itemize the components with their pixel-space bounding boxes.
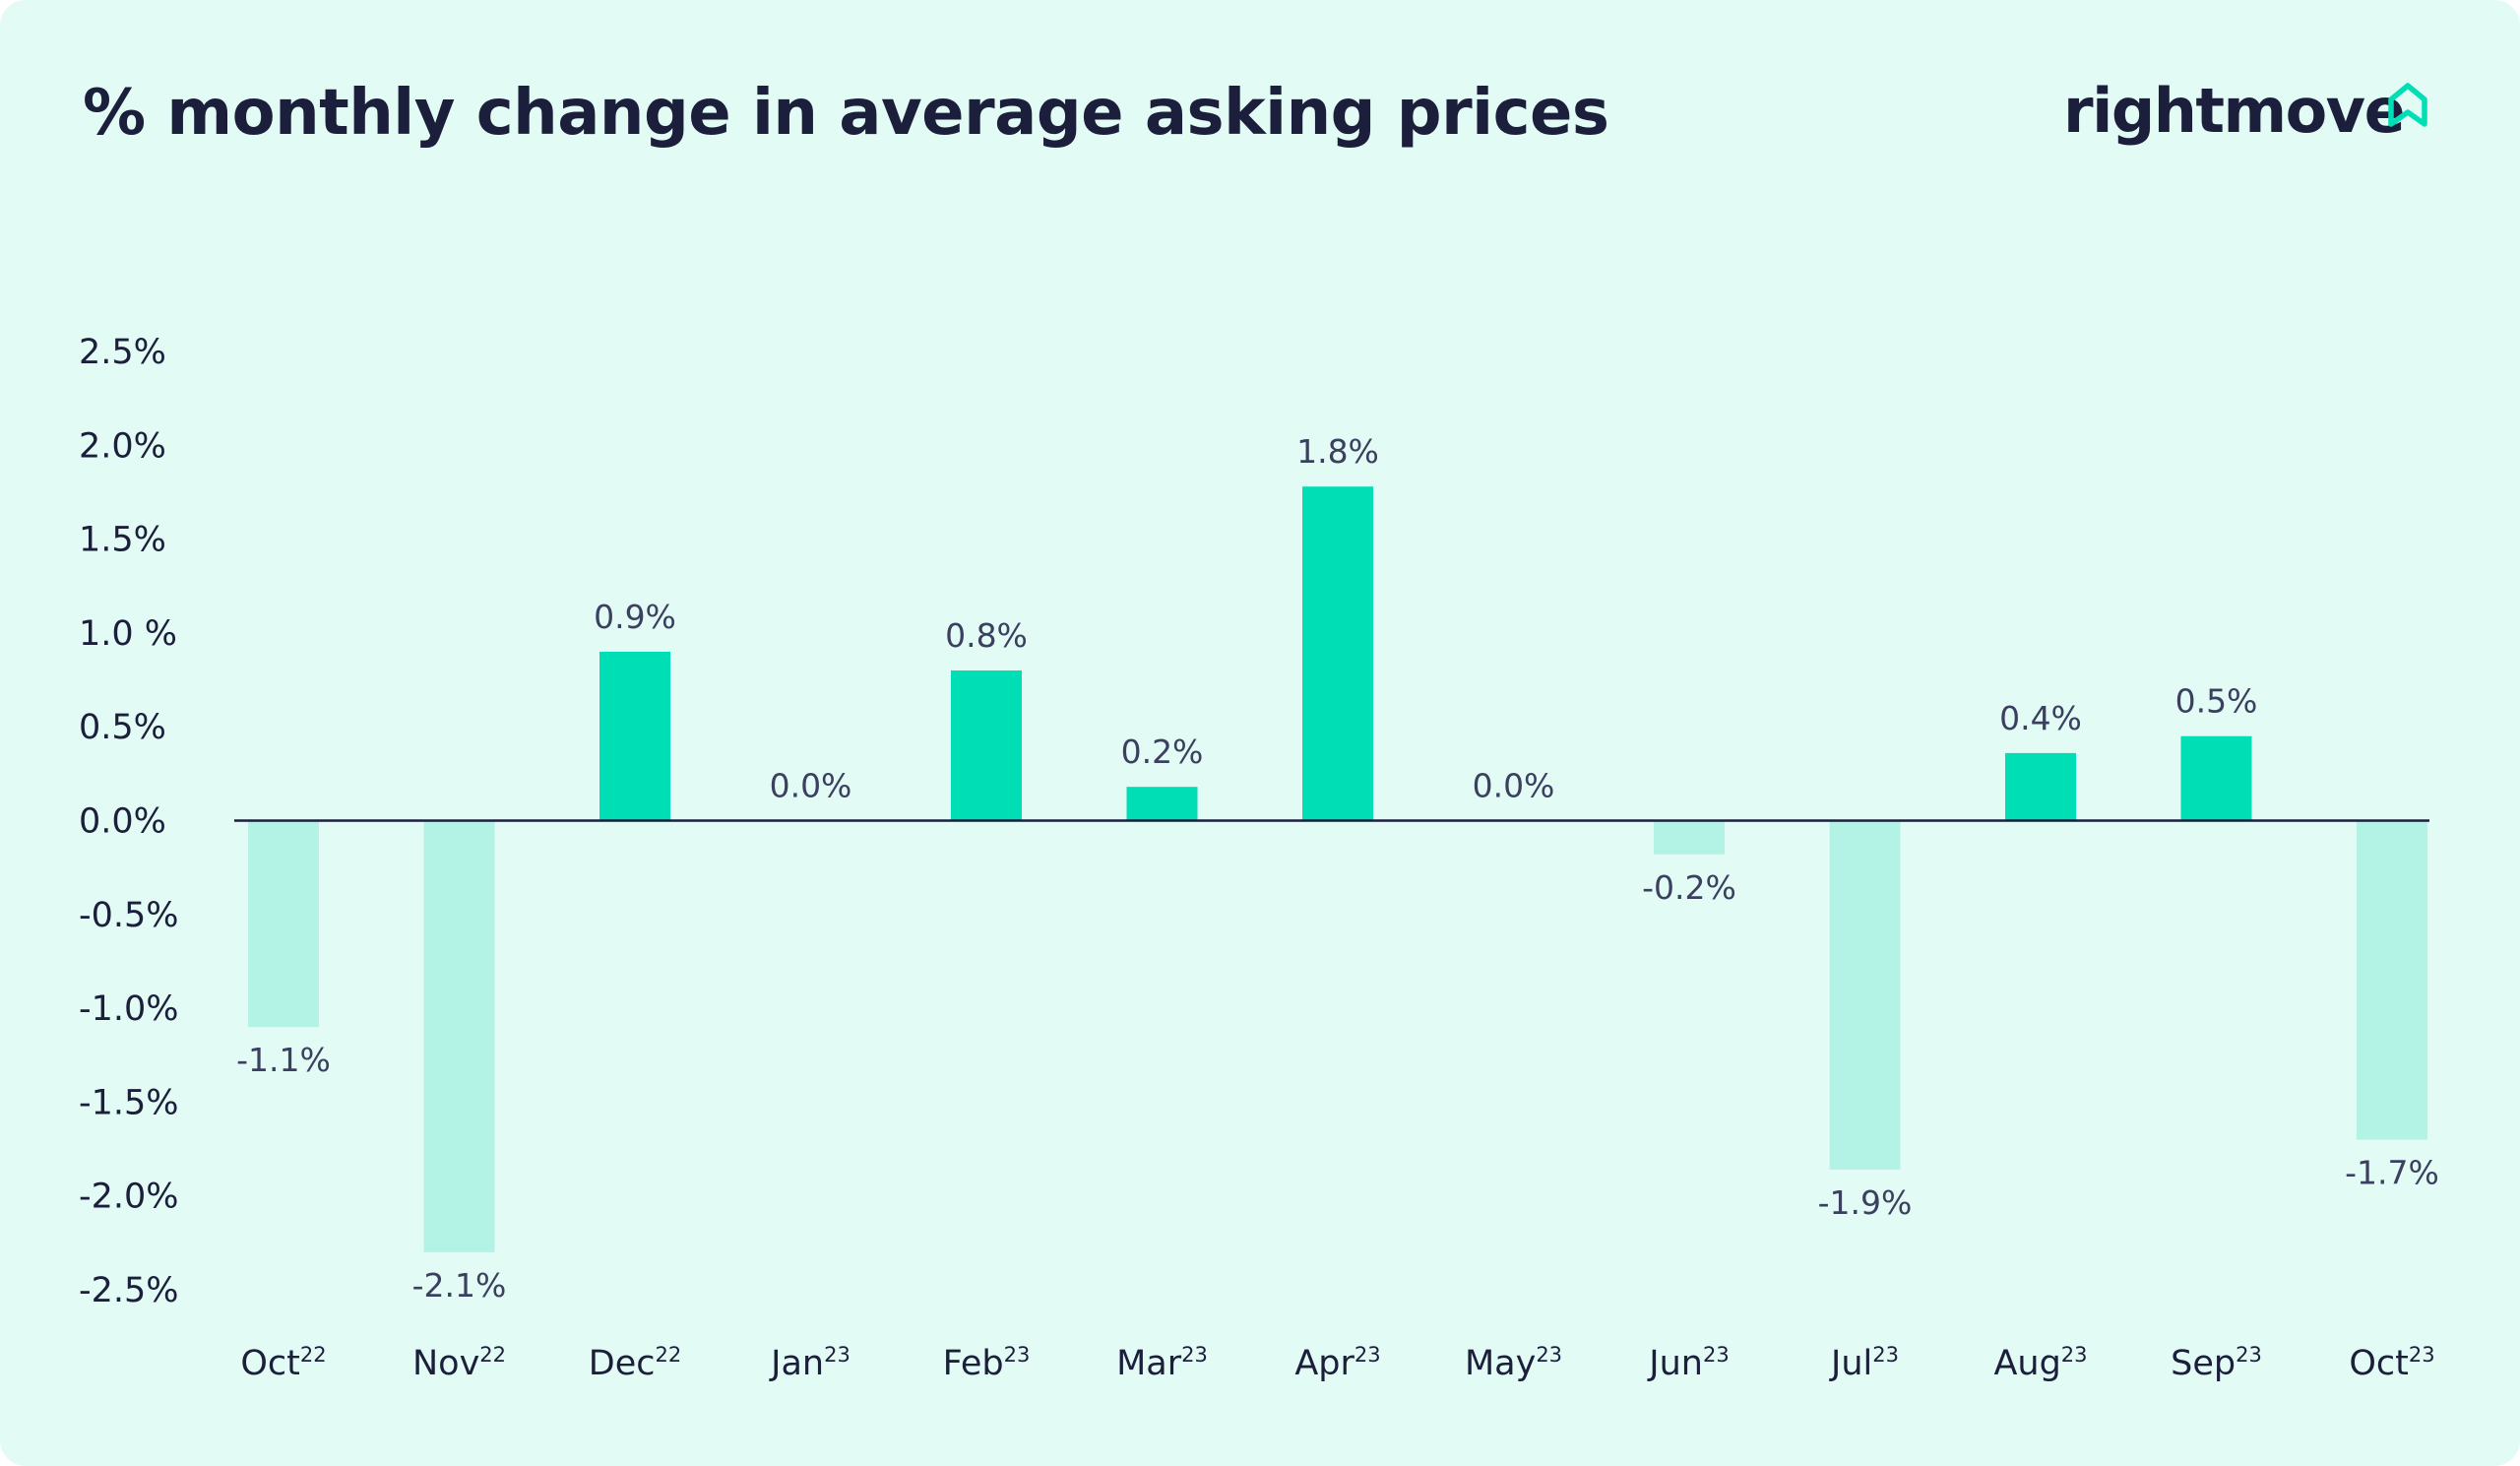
x-tick-label: Oct23	[2349, 1343, 2434, 1383]
bar-value-label: -1.7%	[2345, 1154, 2439, 1192]
bar-value-label: -1.9%	[1818, 1183, 1913, 1222]
y-tick-label: 1.0 %	[79, 614, 177, 654]
x-tick-label: Apr23	[1294, 1343, 1380, 1383]
y-tick-label: -1.5%	[79, 1083, 179, 1122]
bar	[1302, 486, 1373, 821]
house-outline-icon	[2388, 83, 2427, 127]
bar	[423, 820, 495, 1252]
x-tick-label: May23	[1465, 1343, 1562, 1383]
bar	[248, 820, 319, 1028]
bar-value-label: 0.8%	[945, 616, 1028, 655]
y-tick-label: -2.0%	[79, 1178, 179, 1217]
y-tick-label: 1.5%	[79, 521, 166, 560]
y-axis: 2.5% 2.0% 1.5% 1.0 % 0.5% 0.0% -0.5% -1.0% -1.5%…	[79, 333, 179, 1310]
bar	[1654, 820, 1725, 855]
x-tick-label: Jan23	[769, 1343, 850, 1383]
bar-value-label: 0.0%	[770, 767, 852, 805]
y-tick-label: 2.5%	[79, 333, 166, 372]
bar-value-label: 0.4%	[1999, 699, 2082, 737]
value-labels: -1.1% -2.1% 0.9% 0.0% 0.8% 0.2% 1.8% 0.0% -0.2% -…	[236, 432, 2439, 1305]
x-axis: Oct22 Nov22 Dec22 Jan23 Feb23 Mar23 Apr23 May23…	[240, 1343, 2434, 1383]
bar-value-label: 0.2%	[1121, 733, 1204, 771]
chart-title: % monthly change in average asking price…	[83, 77, 1609, 150]
bar	[2005, 752, 2076, 821]
x-tick-label: Oct22	[240, 1343, 326, 1383]
x-tick-label: Mar23	[1116, 1343, 1208, 1383]
x-tick-label: Nov22	[412, 1343, 506, 1383]
x-tick-label: Aug23	[1993, 1343, 2087, 1383]
bar	[1126, 787, 1198, 821]
bar-value-label: -2.1%	[412, 1266, 507, 1305]
bar-value-label: 1.8%	[1296, 432, 1379, 471]
brand-name: rightmove	[2063, 75, 2406, 147]
bar	[951, 670, 1022, 821]
bar	[1829, 820, 1901, 1171]
x-tick-label: Dec22	[589, 1343, 681, 1383]
brand-logo: rightmove	[2063, 75, 2437, 163]
y-tick-label: -0.5%	[79, 896, 179, 935]
bar-value-label: 0.0%	[1473, 767, 1555, 805]
y-tick-label: -2.5%	[79, 1271, 179, 1310]
y-tick-label: 2.0%	[79, 426, 166, 466]
x-tick-label: Jun23	[1647, 1343, 1729, 1383]
y-tick-label: 0.0%	[79, 802, 166, 842]
y-tick-label: -1.0%	[79, 989, 179, 1029]
y-tick-label: 0.5%	[79, 708, 166, 747]
bar-value-label: 0.9%	[594, 598, 676, 636]
x-tick-label: Feb23	[943, 1343, 1031, 1383]
bar-value-label: 0.5%	[2175, 682, 2258, 721]
x-tick-label: Jul23	[1829, 1343, 1899, 1383]
bar	[2357, 820, 2427, 1140]
x-tick-label: Sep23	[2171, 1343, 2262, 1383]
bar-value-label: -0.2%	[1642, 868, 1736, 907]
bar	[599, 651, 670, 821]
bar-value-label: -1.1%	[236, 1041, 331, 1079]
bar	[2180, 735, 2252, 821]
bars	[234, 486, 2429, 1252]
